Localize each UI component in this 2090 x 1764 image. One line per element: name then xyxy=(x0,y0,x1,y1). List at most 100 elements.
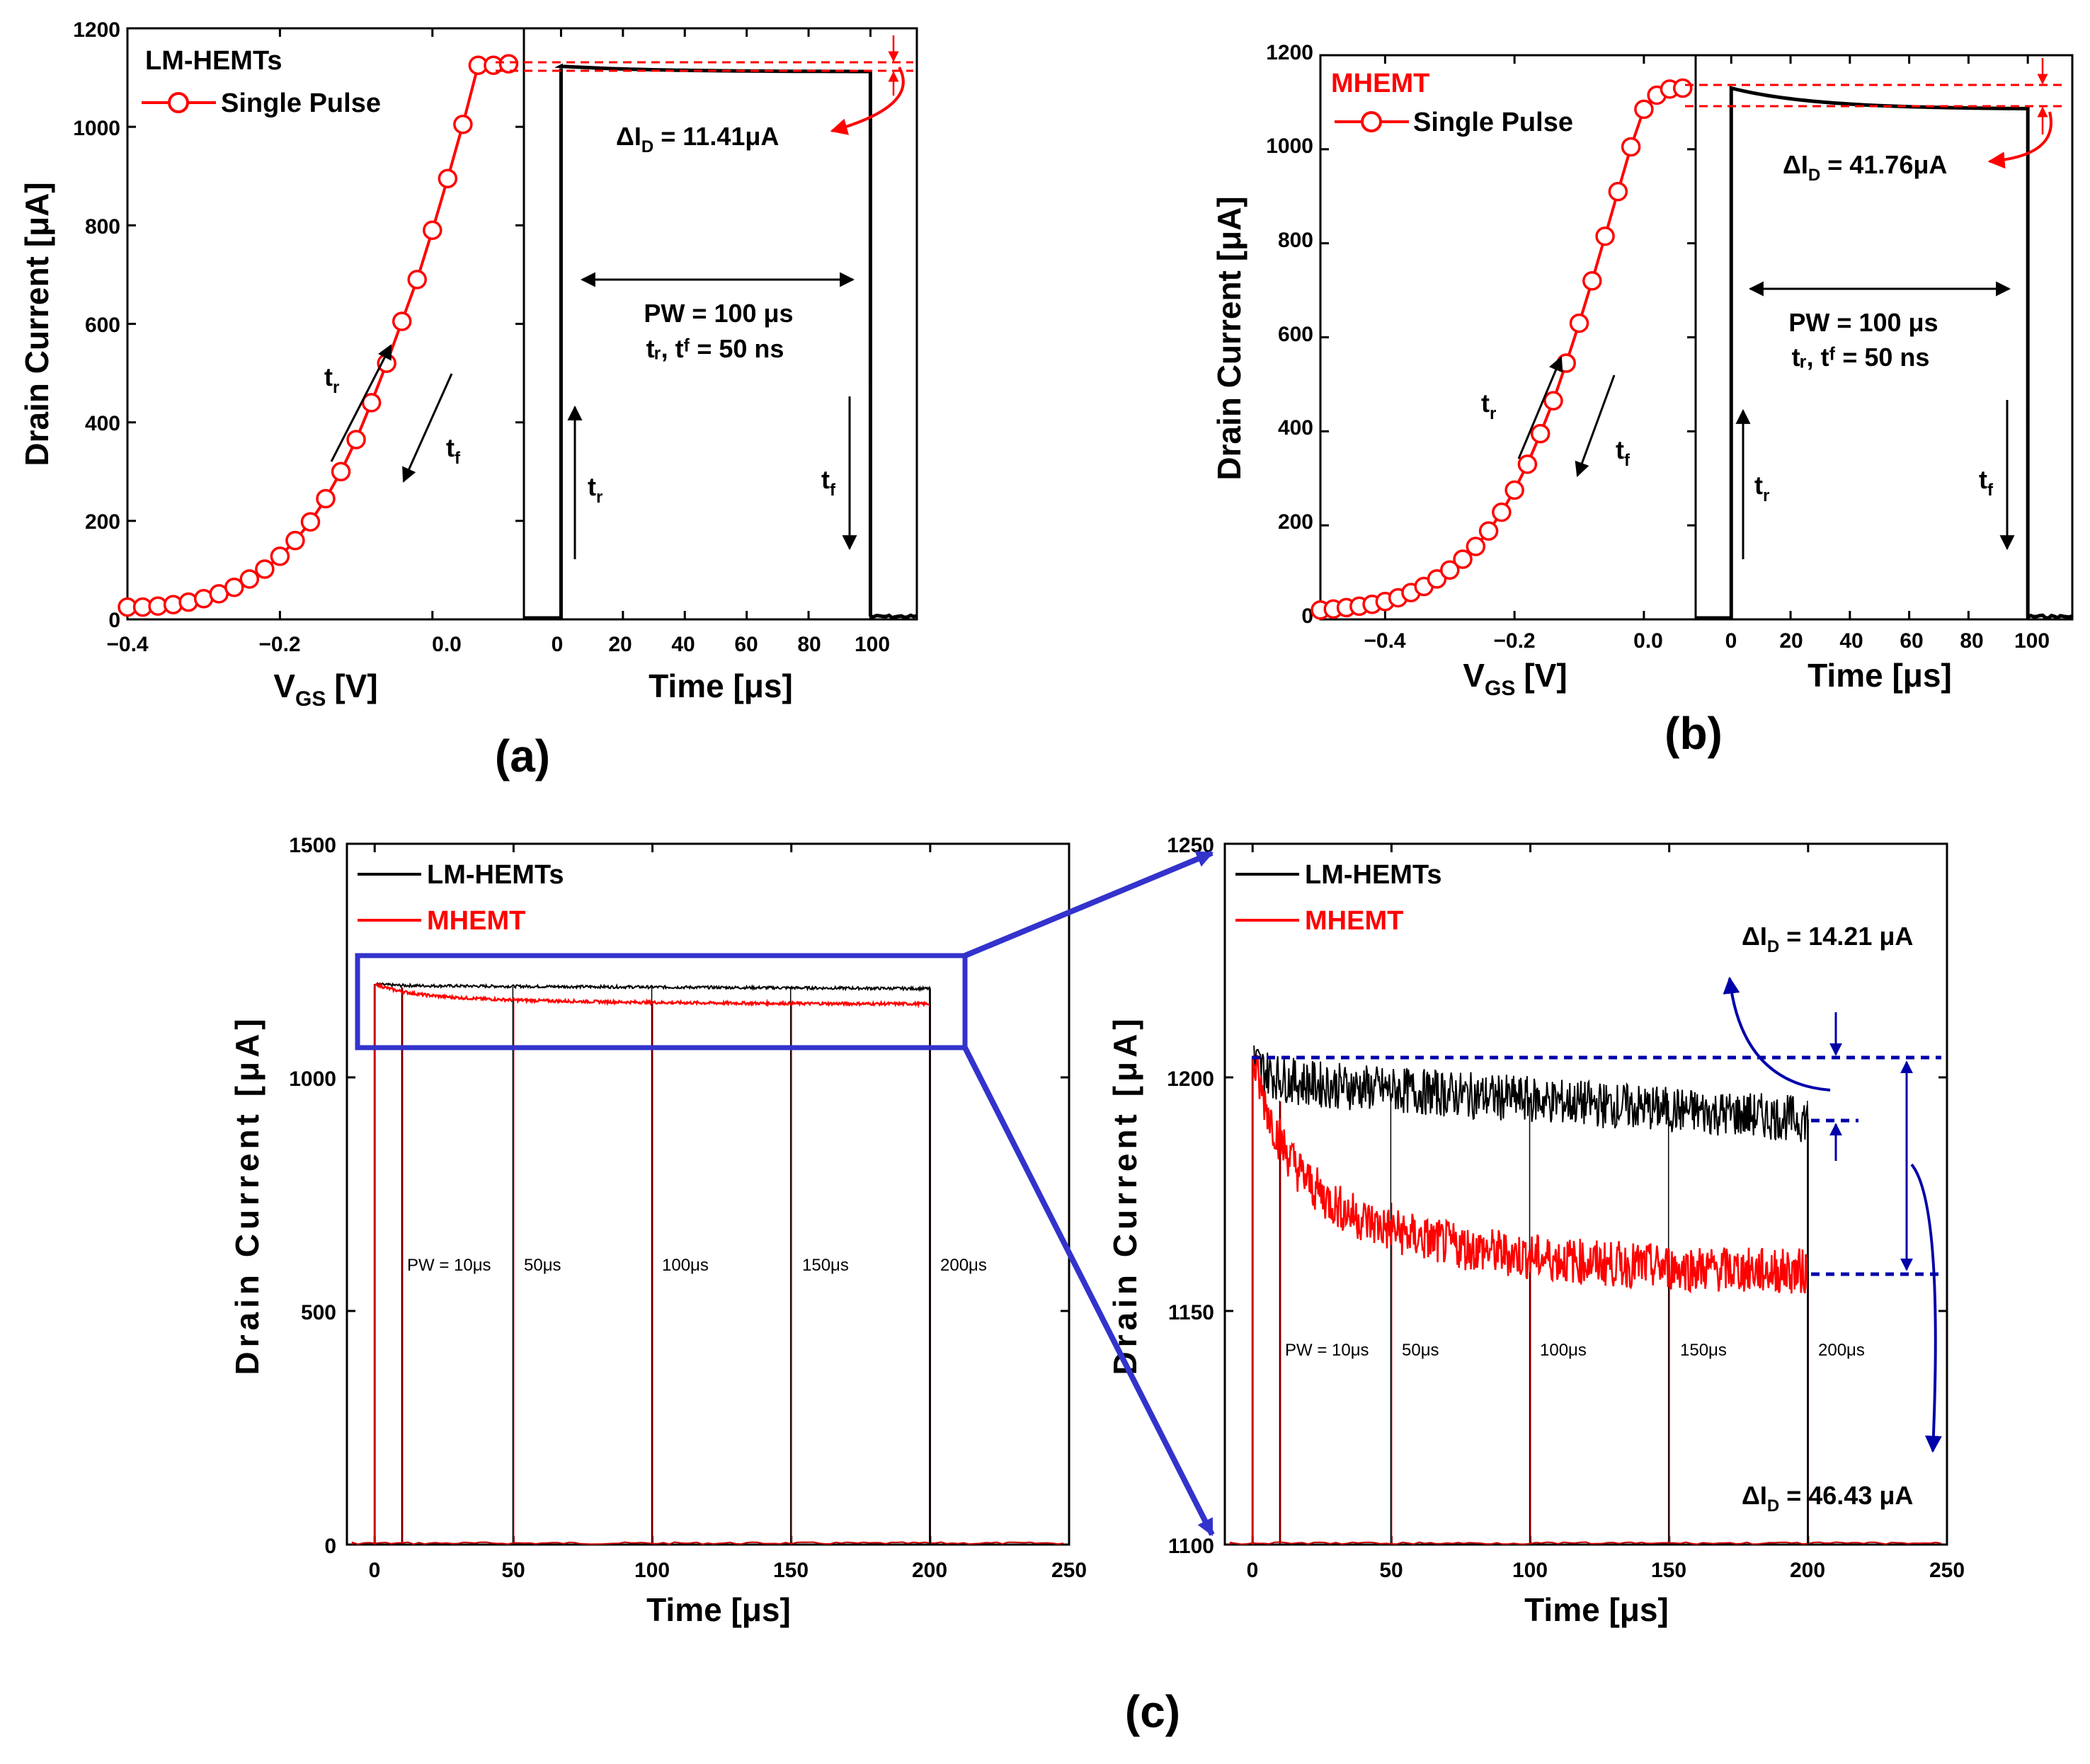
panel-b: 0 200 400 600 800 1000 1200 −0.4 −0.2 0.… xyxy=(1211,41,2074,759)
panel-a-tf-time-label: tf xyxy=(821,465,836,500)
panel-c-left-ytick: 1500 xyxy=(289,834,336,857)
panel-b-data-point xyxy=(1478,521,1499,541)
panel-c-right-delta-mhemt-symbol: ΔI xyxy=(1742,1481,1767,1510)
panel-c-left-xlabel: Time [μs] xyxy=(646,1591,791,1628)
panel-b-ytick: 1200 xyxy=(1266,41,1313,64)
panel-a-vgs-xticks: −0.4 −0.2 0.0 xyxy=(106,633,461,656)
panel-b-data-point xyxy=(1492,502,1512,522)
panel-b-yticks: 0 200 400 600 800 1000 1200 xyxy=(1266,41,1313,628)
panel-c-left-xtick: 50 xyxy=(501,1559,525,1582)
panel-c-right-delta-lm-sub: D xyxy=(1767,937,1779,956)
panel-cr-baseline xyxy=(1229,1541,1942,1545)
panel-b-tr-t: t xyxy=(1754,471,1763,500)
panel-c-right-lm-pointer xyxy=(1723,976,1831,1092)
panel-b-pw-label: PW = 100 μs xyxy=(1788,308,1938,337)
panel-b-data-point xyxy=(1672,78,1693,98)
panel-c-left-frame xyxy=(346,842,1070,1546)
panel-b-xlabel-time: Time [μs] xyxy=(1808,657,1952,694)
panel-b-delta-label: ΔID = 41.76μA xyxy=(1783,150,1947,185)
panel-c-right-xtick: 150 xyxy=(1651,1559,1686,1582)
panel-b-data-point xyxy=(1569,313,1589,333)
panel-b-data-point xyxy=(1530,423,1551,444)
panel-b-tf-time-label: tf xyxy=(1979,465,1994,500)
panel-b-vgs-v: V xyxy=(1463,657,1485,694)
panel-a-tf-vgs-arrow xyxy=(402,373,453,483)
panel-b-ytick: 600 xyxy=(1278,323,1313,346)
panel-c-right-delta-lm: ΔID = 14.21 μA xyxy=(1742,922,1913,956)
panel-c-right-pw-label: 100μs xyxy=(1540,1341,1587,1360)
panel-c-right-xtick: 0 xyxy=(1247,1559,1259,1582)
panel-c-left-pw-label: PW = 10μs xyxy=(407,1256,491,1275)
panel-c-right-mhemt-pointer xyxy=(1910,1163,1942,1453)
panel-a-delta-sub: D xyxy=(641,137,653,156)
panel-b-xtick: 0 xyxy=(1725,629,1737,653)
panel-a-data-point xyxy=(255,559,275,579)
panel-c-right-delta-lm-value: 14.21 μA xyxy=(1808,922,1913,951)
panel-a-ytick: 0 xyxy=(108,609,120,632)
panel-c-left-pw-label: 200μs xyxy=(940,1256,987,1275)
panel-c-right-xtick: 200 xyxy=(1790,1559,1825,1582)
panel-b-tr-sub: r xyxy=(1763,486,1769,505)
panel-a-data-point xyxy=(423,220,442,241)
panel-b-trf-label: tᵣ, tᶠ = 50 ns xyxy=(1792,343,1930,372)
panel-a-data-point xyxy=(438,168,458,188)
panel-a-delta-eq: = xyxy=(653,122,683,151)
panel-b-ytick: 400 xyxy=(1278,416,1313,440)
panel-c-right-frame xyxy=(1223,842,1948,1546)
panel-c-right-pw-label: 150μs xyxy=(1680,1341,1727,1360)
panel-cr-series-mhemt xyxy=(1252,1055,1810,1294)
panel-a-delta-label: ΔID = 11.41μA xyxy=(616,122,779,156)
panel-c-left-ytick: 500 xyxy=(301,1301,336,1324)
panel-a-ytick: 1000 xyxy=(73,117,120,140)
panel-b-tf-vgs-label: tf xyxy=(1616,435,1631,470)
panel-a-tr-vgs-arrow xyxy=(330,344,392,462)
panel-c-caption: (c) xyxy=(1125,1686,1180,1737)
panel-c-right-xlabel: Time [μs] xyxy=(1524,1591,1669,1628)
panel-a-data-point xyxy=(285,530,305,551)
panel-b-ytick: 200 xyxy=(1278,510,1313,534)
panel-c-left-legend-lm: LM-HEMTs xyxy=(427,860,564,890)
panel-b-tr2-t: t xyxy=(1481,389,1490,418)
panel-a-legend-marker xyxy=(168,92,189,113)
panel-a-xtick: −0.4 xyxy=(106,633,149,656)
panel-b-tr-time-label: tr xyxy=(1754,471,1769,505)
panel-b-data-point xyxy=(1634,99,1654,120)
panel-b-data-point xyxy=(1517,454,1538,474)
panel-b-xtick: −0.4 xyxy=(1364,629,1406,653)
panel-a-tr-sub: r xyxy=(596,488,603,507)
panel-a-tf2-t: t xyxy=(446,433,455,462)
panel-b-data-point xyxy=(1608,181,1628,202)
panel-b-data-point xyxy=(1621,137,1641,157)
panel-c-left-xtick: 100 xyxy=(634,1559,670,1582)
panel-c-left-xtick: 150 xyxy=(773,1559,809,1582)
panel-b-pulse-trace xyxy=(1696,86,2073,620)
panel-a-data-point xyxy=(346,430,366,449)
panel-b-xtick: 100 xyxy=(2014,629,2050,653)
panel-c-right-xtick: 100 xyxy=(1512,1559,1548,1582)
panel-a-data-point xyxy=(453,114,473,134)
panel-b-vgs-sub: GS xyxy=(1485,677,1515,700)
panel-a-tr2-t: t xyxy=(324,362,333,391)
panel-c-right-legend-lm: LM-HEMTs xyxy=(1305,860,1442,890)
panel-a-tr-t: t xyxy=(588,472,596,501)
panel-c-left-ytick: 1000 xyxy=(289,1067,336,1091)
panel-b-ticks xyxy=(1320,54,2029,621)
panel-c-left-pw-label: 150μs xyxy=(802,1256,849,1275)
panel-a-ylabel: Drain Current [μA] xyxy=(18,182,55,466)
panel-b-data-point xyxy=(1543,391,1563,411)
panel-a-data-point xyxy=(224,578,244,597)
panel-a-trf-label: tᵣ, tᶠ = 50 ns xyxy=(646,334,784,363)
panel-a-xtick: 60 xyxy=(734,633,758,656)
panel-c-right-yticks: 1100 1150 1200 1250 xyxy=(1167,834,1214,1558)
panel-c-right-pw-label: PW = 10μs xyxy=(1285,1341,1369,1360)
panel-c-right-traces xyxy=(1229,1046,1942,1545)
panel-a-ytick: 800 xyxy=(85,215,120,239)
panel-c-left-ylabel: Drain Current [μA] xyxy=(229,1014,265,1375)
panel-c-right-ytick: 1200 xyxy=(1167,1067,1214,1091)
panel-b-tf-t: t xyxy=(1979,465,1987,494)
panel-c-left-ticks xyxy=(347,842,1070,1546)
zoom-connector-top xyxy=(964,850,1214,958)
panel-b-vgs-xticks: −0.4 −0.2 0.0 xyxy=(1364,629,1662,653)
panel-a-yticks: 0 200 400 600 800 1000 1200 xyxy=(73,18,120,632)
panel-a-vgs-sub: GS xyxy=(295,687,326,711)
